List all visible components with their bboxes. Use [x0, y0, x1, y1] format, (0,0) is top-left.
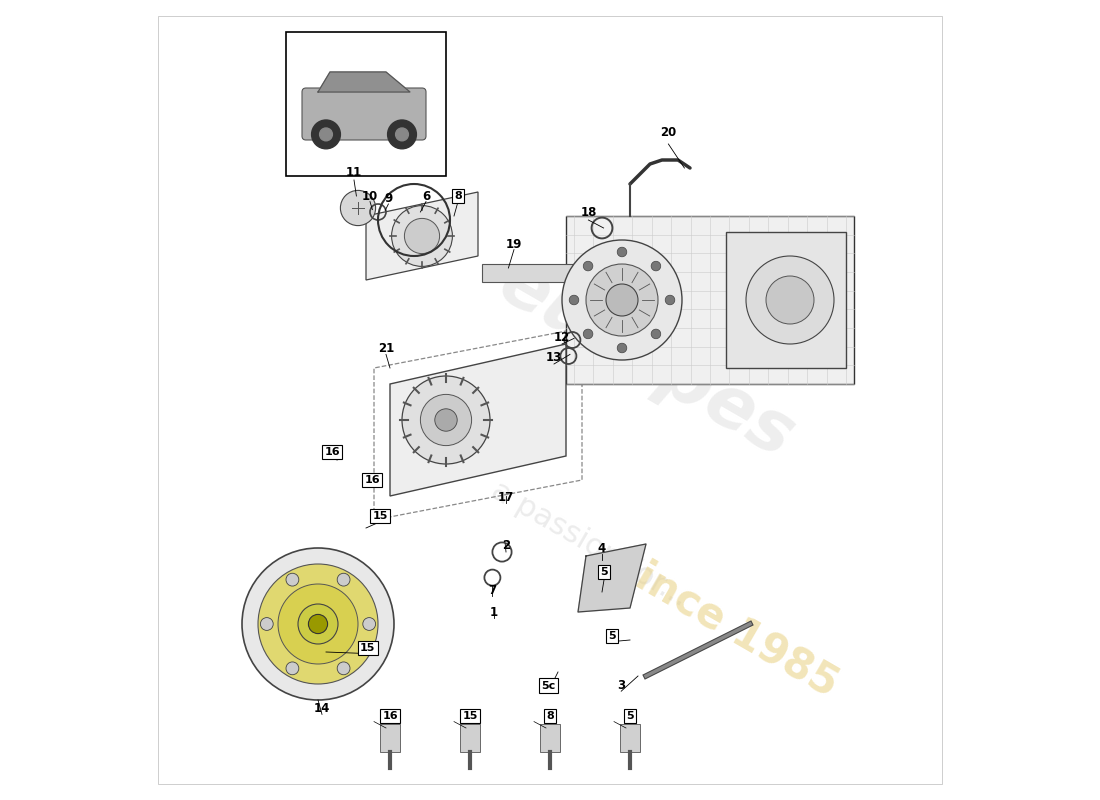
Text: 15: 15 — [462, 711, 477, 721]
Circle shape — [569, 295, 579, 305]
Circle shape — [392, 206, 452, 266]
Text: 17: 17 — [498, 491, 514, 504]
Text: 5: 5 — [601, 567, 608, 577]
Circle shape — [308, 614, 328, 634]
Text: europes: europes — [486, 248, 806, 472]
Text: 2: 2 — [502, 539, 510, 552]
Text: 14: 14 — [314, 702, 330, 714]
Text: 10: 10 — [362, 190, 378, 202]
Circle shape — [320, 128, 332, 141]
Circle shape — [258, 564, 378, 684]
Circle shape — [420, 394, 472, 446]
Circle shape — [651, 262, 661, 271]
Circle shape — [338, 574, 350, 586]
Bar — [726, 232, 846, 368]
Polygon shape — [578, 544, 646, 612]
Circle shape — [338, 662, 350, 674]
Circle shape — [402, 376, 490, 464]
Text: 19: 19 — [506, 238, 522, 250]
Circle shape — [586, 264, 658, 336]
Circle shape — [363, 618, 375, 630]
Circle shape — [286, 662, 299, 674]
Text: 8: 8 — [546, 711, 554, 721]
Text: 15: 15 — [373, 511, 388, 521]
Bar — [540, 724, 560, 752]
Circle shape — [583, 329, 593, 338]
Circle shape — [651, 329, 661, 338]
Polygon shape — [318, 72, 410, 92]
Circle shape — [666, 295, 674, 305]
Circle shape — [286, 574, 299, 586]
Circle shape — [434, 409, 458, 431]
Text: 16: 16 — [364, 475, 381, 485]
Bar — [381, 724, 399, 752]
Text: since 1985: since 1985 — [606, 543, 846, 705]
Circle shape — [261, 618, 273, 630]
Text: 16: 16 — [382, 711, 398, 721]
Text: 13: 13 — [546, 351, 562, 364]
Text: 7: 7 — [488, 584, 496, 597]
Text: 1: 1 — [490, 606, 498, 618]
Bar — [286, 32, 446, 176]
Circle shape — [562, 240, 682, 360]
Circle shape — [396, 128, 408, 141]
Bar — [461, 724, 480, 752]
Circle shape — [766, 276, 814, 324]
Bar — [482, 264, 578, 282]
Text: 5c: 5c — [541, 681, 556, 690]
Circle shape — [583, 262, 593, 271]
Text: 11: 11 — [345, 166, 362, 178]
Circle shape — [278, 584, 358, 664]
Text: 16: 16 — [324, 447, 340, 457]
FancyBboxPatch shape — [302, 88, 426, 140]
Circle shape — [746, 256, 834, 344]
Polygon shape — [390, 344, 566, 496]
Bar — [620, 724, 639, 752]
Text: 3: 3 — [617, 679, 625, 692]
Circle shape — [311, 120, 340, 149]
Text: 21: 21 — [378, 342, 394, 354]
Text: a passion for...: a passion for... — [486, 476, 694, 612]
Text: 5: 5 — [608, 631, 616, 641]
Text: 9: 9 — [384, 192, 393, 205]
Circle shape — [617, 343, 627, 353]
Circle shape — [617, 247, 627, 257]
Text: 4: 4 — [598, 542, 606, 554]
Text: 6: 6 — [422, 190, 430, 202]
Circle shape — [340, 190, 375, 226]
Circle shape — [405, 218, 440, 254]
Circle shape — [298, 604, 338, 644]
Polygon shape — [366, 192, 478, 280]
Text: 8: 8 — [454, 191, 462, 201]
Polygon shape — [566, 216, 854, 384]
Text: 18: 18 — [580, 206, 596, 218]
Circle shape — [387, 120, 417, 149]
Text: 20: 20 — [660, 126, 676, 138]
Circle shape — [606, 284, 638, 316]
Circle shape — [242, 548, 394, 700]
Text: 15: 15 — [360, 643, 375, 653]
Text: 5: 5 — [626, 711, 634, 721]
Text: 12: 12 — [554, 331, 570, 344]
